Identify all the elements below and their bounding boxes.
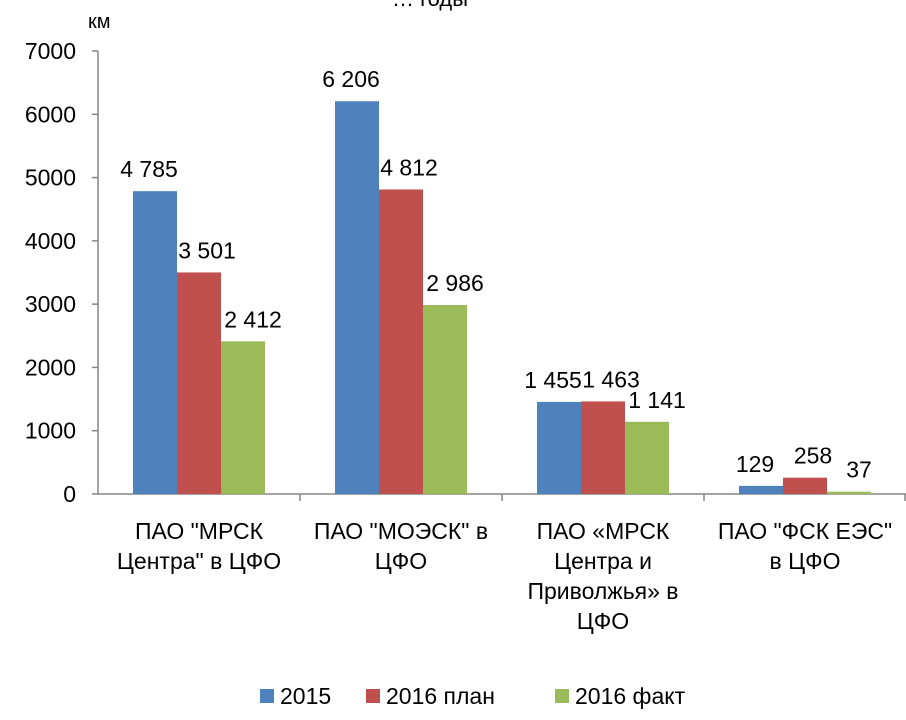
bar	[581, 401, 625, 494]
legend-item: 2016 факт	[555, 683, 686, 709]
legend: 2015 2016 план 2016 факт	[260, 683, 686, 709]
y-tick-label: 7000	[25, 38, 76, 64]
y-axis-unit-label: км	[88, 11, 111, 33]
bar	[335, 101, 379, 495]
y-tick-label: 2000	[25, 354, 76, 380]
data-label: 1 141	[628, 387, 686, 413]
bar	[625, 421, 669, 494]
data-label: 129	[736, 451, 774, 477]
y-tick-label: 4000	[25, 228, 76, 254]
y-tick-label: 5000	[25, 165, 76, 191]
data-label: 4 785	[120, 156, 178, 182]
category-labels: ПАО "МРСК Центра" в ЦФО ПАО "МОЭСК" в ЦФО ПА…	[117, 518, 892, 634]
y-tick-label: 6000	[25, 101, 76, 127]
data-label: 258	[794, 443, 832, 469]
bar	[783, 477, 827, 494]
legend-swatch	[366, 689, 380, 703]
data-label: 37	[846, 457, 872, 483]
y-tick-label: 1000	[25, 418, 76, 444]
legend-item: 2015	[260, 683, 331, 709]
bar	[423, 305, 467, 494]
legend-swatch	[260, 689, 274, 703]
data-labels: 4 785 3 501 2 412 6 206 4 812 2 986 1 455 1 463…	[120, 66, 872, 482]
data-label: 4 812	[380, 154, 438, 180]
legend-label: 2016 факт	[575, 683, 686, 709]
bar	[177, 272, 221, 494]
bar	[739, 485, 783, 494]
y-tick-label: 3000	[25, 291, 76, 317]
legend-swatch	[555, 689, 569, 703]
category-label: ПАО "МОЭСК" в ЦФО	[314, 518, 488, 574]
category-label: ПАО «МРСК Центра и Приволжья» в ЦФО	[527, 518, 678, 634]
data-label: 1 455	[524, 367, 582, 393]
data-label: 2 986	[426, 270, 484, 296]
bar	[379, 189, 423, 494]
bars	[133, 101, 871, 495]
data-label: 1 463	[582, 366, 640, 392]
y-tick-label: 0	[63, 481, 76, 507]
category-label: ПАО "МРСК Центра" в ЦФО	[117, 518, 281, 574]
bar	[537, 401, 581, 494]
legend-label: 2016 план	[386, 683, 495, 709]
legend-item: 2016 план	[366, 683, 495, 709]
bar	[221, 341, 265, 494]
legend-label: 2015	[280, 683, 331, 709]
chart-title: … годы	[392, 0, 468, 11]
data-label: 6 206	[322, 66, 380, 92]
y-axis-ticks: 0 1000 2000 3000 4000 5000 6000 7000	[25, 38, 98, 507]
data-label: 3 501	[178, 237, 236, 263]
bar	[827, 491, 871, 494]
data-label: 2 412	[224, 306, 282, 332]
category-label: ПАО "ФСК ЕЭС" в ЦФО	[718, 518, 892, 574]
bar	[133, 191, 177, 494]
